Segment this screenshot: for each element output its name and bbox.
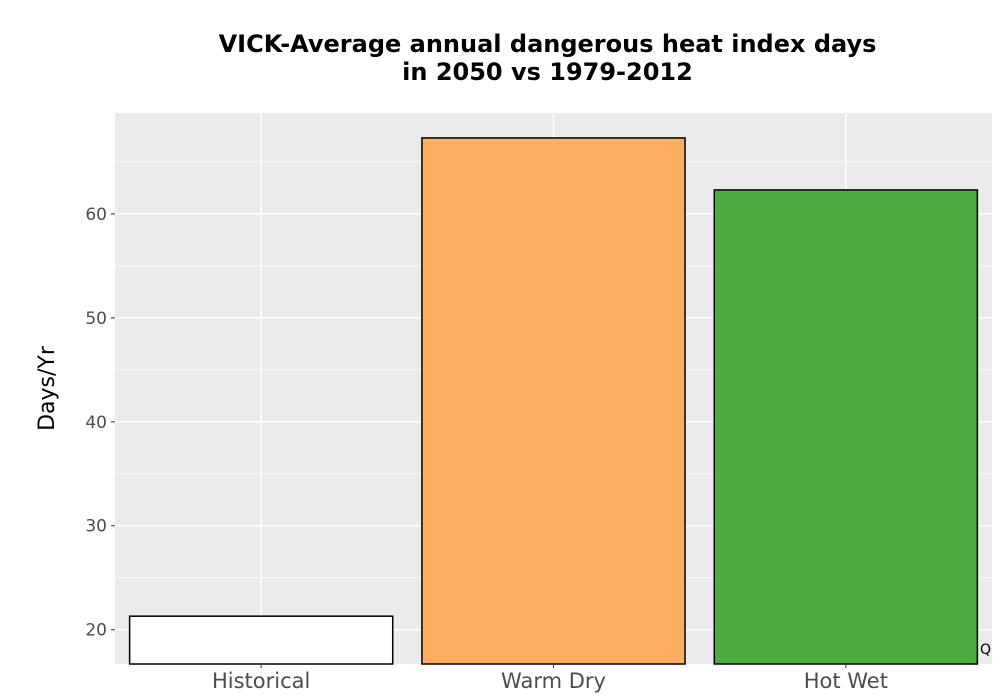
x-tick-label: Warm Dry — [501, 669, 606, 693]
corner-mark: Q — [980, 642, 991, 658]
x-tick-label: Historical — [212, 669, 310, 693]
bar-historical — [128, 615, 394, 665]
chart-title-line-2: in 2050 vs 1979-2012 — [402, 58, 693, 86]
bar-warm-dry — [421, 137, 686, 665]
chart-title: VICK-Average annual dangerous heat index… — [115, 30, 980, 86]
chart-title-line-1: VICK-Average annual dangerous heat index… — [218, 30, 877, 58]
y-axis-label: Days/Yr — [35, 345, 60, 431]
y-tick-label: 50 — [85, 309, 107, 329]
bar-hot-wet — [713, 189, 979, 665]
y-tick-label: 40 — [85, 413, 107, 433]
y-tick-label: 30 — [85, 517, 107, 537]
y-tick-label: 20 — [85, 621, 107, 641]
bars — [128, 137, 979, 665]
y-tick-label: 60 — [85, 205, 107, 225]
axes: 20 30 40 50 60 Historical Warm Dry Hot Wet — [85, 205, 888, 693]
x-tick-label: Hot Wet — [804, 669, 888, 693]
